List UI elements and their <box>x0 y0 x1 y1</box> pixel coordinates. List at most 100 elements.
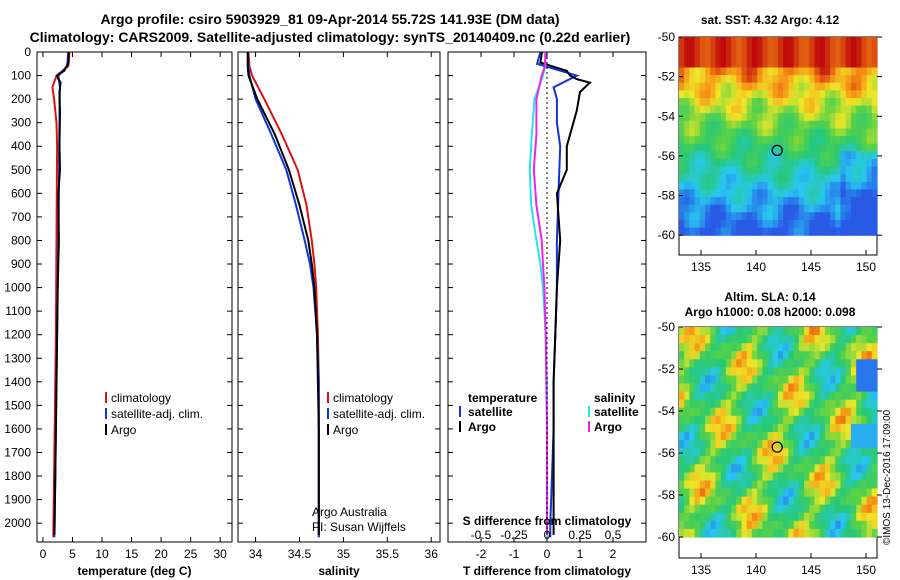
map-cell <box>809 128 816 137</box>
map-cell <box>699 375 706 385</box>
map-cell <box>731 151 737 160</box>
map-cell <box>783 496 789 506</box>
map-cell <box>840 136 847 145</box>
map-cell <box>798 375 805 385</box>
x-tick-label: 20 <box>154 547 168 561</box>
map-cell <box>778 120 784 129</box>
map-cell <box>746 480 753 490</box>
map-cell <box>705 351 711 360</box>
map-cell <box>757 432 763 441</box>
map-cell <box>814 75 821 84</box>
map-cell <box>762 174 769 183</box>
map-cell <box>835 136 842 145</box>
map-cell <box>699 407 706 417</box>
map-cell <box>840 456 847 465</box>
map-cell <box>731 432 737 441</box>
map-cell <box>751 407 758 417</box>
map-cell <box>757 456 763 465</box>
map-cell <box>731 464 737 473</box>
map-cell <box>746 375 753 385</box>
map-cell <box>793 359 800 368</box>
map-cell <box>809 113 816 122</box>
series-line <box>539 51 592 535</box>
map-cell <box>710 448 717 457</box>
map-cell <box>809 415 816 425</box>
map-cell <box>861 166 868 175</box>
map-cell <box>856 335 862 344</box>
map-cell <box>814 520 821 530</box>
map-cell <box>783 52 789 61</box>
map-cell <box>856 52 862 61</box>
map-cell <box>778 327 784 336</box>
map-cell <box>845 448 852 457</box>
map-cell <box>845 52 852 61</box>
map-cell <box>819 448 826 457</box>
map-y-tick-label: -52 <box>658 70 676 84</box>
map-cell <box>725 399 732 409</box>
map-cell <box>856 105 862 114</box>
map-cell <box>871 227 878 236</box>
map-cell <box>856 75 862 84</box>
map-cell <box>809 105 816 114</box>
map-cell <box>835 488 842 498</box>
map-cell <box>736 204 743 213</box>
map-cell <box>684 75 690 84</box>
map-cell <box>767 212 774 221</box>
map-cell <box>725 151 732 160</box>
map-cell <box>788 174 795 183</box>
map-cell <box>689 472 696 482</box>
map-cell <box>751 391 758 401</box>
map-cell <box>861 151 868 160</box>
map-cell <box>788 212 795 221</box>
map-cell <box>856 44 862 53</box>
credit-text: Argo Australia <box>312 505 387 519</box>
map-cell <box>798 197 805 206</box>
map-cell <box>835 440 842 449</box>
map-cell <box>819 367 826 377</box>
map-cell <box>814 383 821 393</box>
map-cell <box>746 37 753 46</box>
map-cell <box>710 37 717 46</box>
map-cell <box>725 52 732 61</box>
map-cell <box>715 82 722 91</box>
map-cell <box>856 399 862 409</box>
map-cell <box>772 335 779 344</box>
map-cell <box>772 480 779 490</box>
map-cell <box>824 189 831 198</box>
map-cell <box>783 504 789 514</box>
map-cell <box>830 181 836 190</box>
map-cell <box>684 143 690 152</box>
map-cell <box>819 219 826 229</box>
map-cell <box>814 399 821 409</box>
map-cell <box>804 90 810 99</box>
map-cell <box>824 227 831 236</box>
map-cell <box>762 204 769 213</box>
map-cell <box>762 399 769 409</box>
map-cell <box>689 59 696 69</box>
y-tick-label: 1300 <box>4 351 31 365</box>
map-cell <box>830 67 836 76</box>
map-cell <box>699 423 706 433</box>
map-cell <box>720 415 727 425</box>
map-cell <box>850 335 857 344</box>
map-cell <box>856 456 862 465</box>
map-cell <box>871 528 878 538</box>
map-cell <box>809 219 816 229</box>
map-cell <box>804 113 810 122</box>
map-cell <box>819 151 826 160</box>
map-cell <box>679 197 685 206</box>
map-cell <box>725 136 732 145</box>
map-cell <box>684 375 690 385</box>
map-cell <box>762 327 769 336</box>
map-cell <box>710 423 717 433</box>
map-cell <box>819 227 826 236</box>
map-cell <box>710 90 717 99</box>
map-cell <box>798 464 805 473</box>
map-cell <box>757 423 763 433</box>
map-cell <box>840 343 847 352</box>
legend-title: salinity <box>594 391 636 405</box>
map-cell <box>830 496 836 506</box>
map-y-tick-label: -56 <box>658 446 676 460</box>
map-cell <box>866 136 873 145</box>
map-cell <box>720 343 727 352</box>
